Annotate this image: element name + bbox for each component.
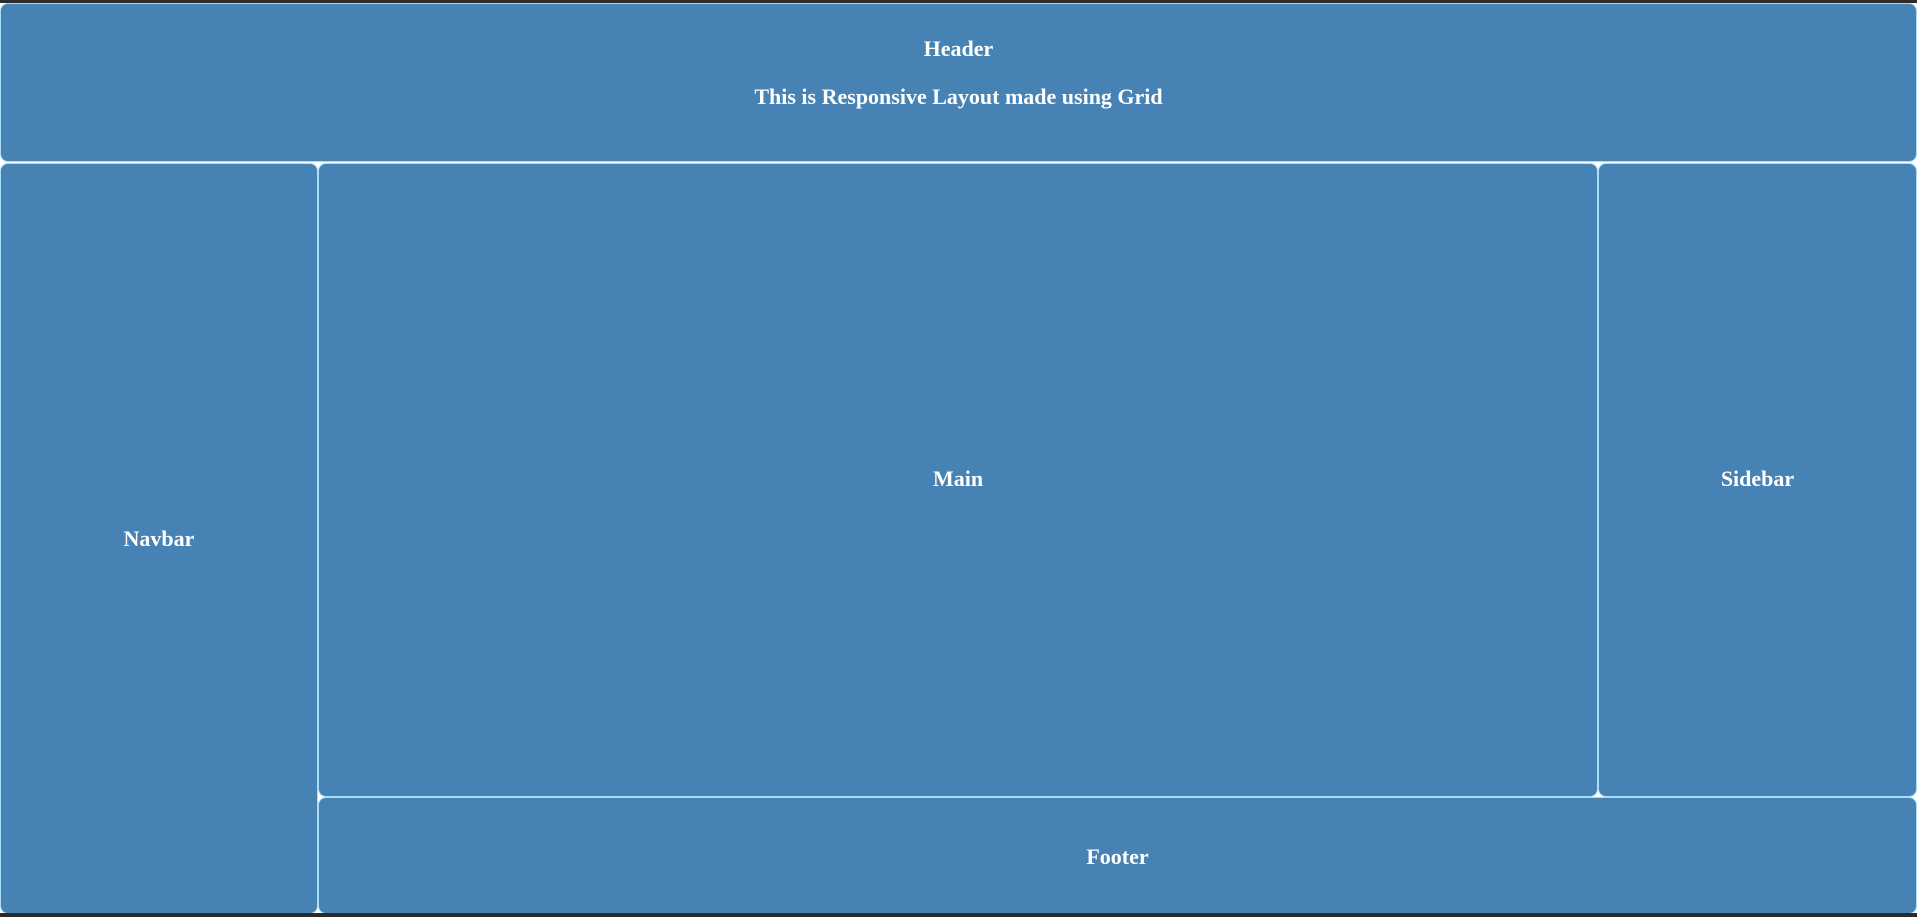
navbar-panel: Navbar — [0, 163, 318, 914]
navbar-label: Navbar — [123, 526, 195, 551]
header-subtitle: This is Responsive Layout made using Gri… — [754, 84, 1163, 109]
header-panel: Header This is Responsive Layout made us… — [0, 3, 1917, 162]
footer-panel: Footer — [318, 797, 1917, 914]
window-top-edge — [0, 0, 1917, 3]
header-title: Header — [923, 36, 994, 61]
footer-label: Footer — [1086, 844, 1149, 869]
sidebar-label: Sidebar — [1720, 466, 1795, 491]
window-bottom-edge — [0, 913, 1917, 917]
main-label: Main — [932, 466, 984, 491]
main-panel: Main — [318, 163, 1598, 797]
sidebar-panel: Sidebar — [1598, 163, 1917, 797]
